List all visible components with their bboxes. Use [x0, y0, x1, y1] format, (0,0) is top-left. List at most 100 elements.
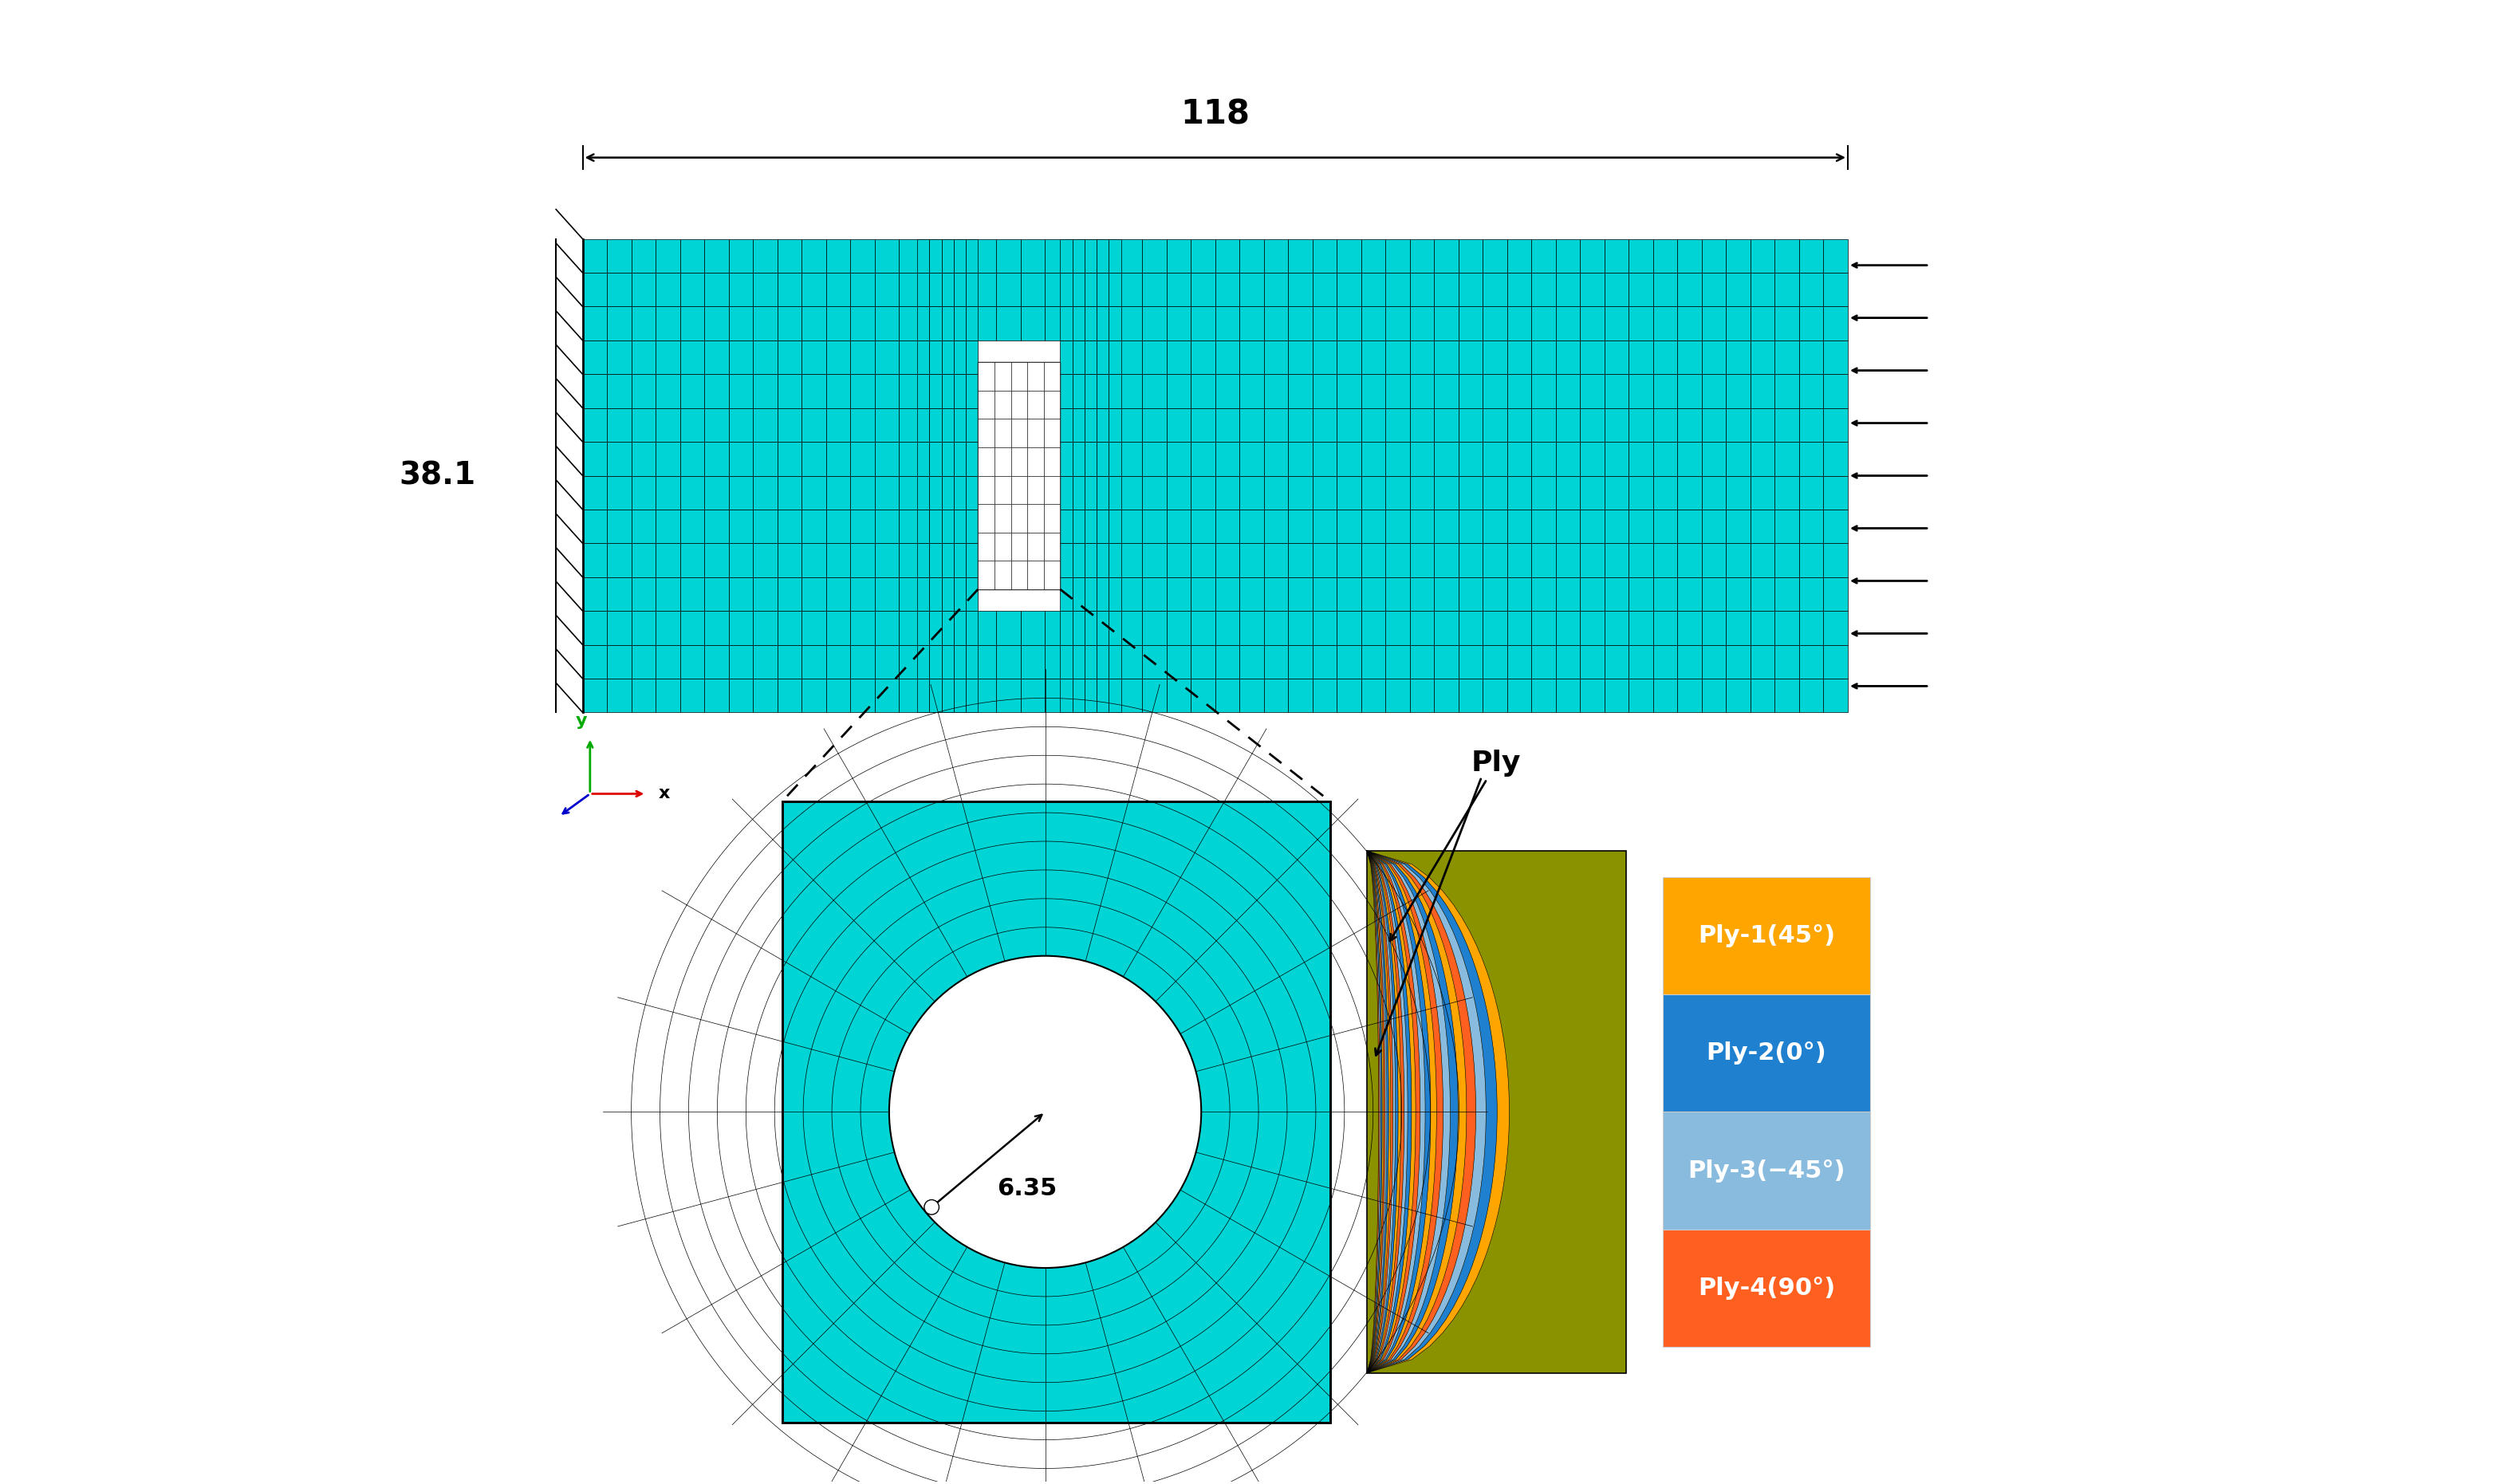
Bar: [1483, 442, 1508, 476]
Bar: [996, 678, 1021, 712]
Polygon shape: [1366, 850, 1476, 1373]
Bar: [1071, 543, 1084, 577]
Bar: [946, 476, 971, 509]
Bar: [916, 644, 929, 678]
Bar: [1191, 307, 1216, 340]
Polygon shape: [1366, 850, 1411, 1373]
Bar: [827, 374, 851, 408]
Bar: [1216, 476, 1239, 509]
Bar: [827, 611, 851, 644]
Bar: [1263, 273, 1288, 307]
Bar: [1263, 374, 1288, 408]
Bar: [1336, 340, 1361, 374]
Bar: [1071, 476, 1084, 509]
Bar: [1433, 273, 1458, 307]
Bar: [1433, 678, 1458, 712]
Bar: [1725, 644, 1750, 678]
Bar: [1433, 644, 1458, 678]
Bar: [1288, 307, 1313, 340]
Bar: [874, 340, 899, 374]
Bar: [1109, 442, 1121, 476]
Bar: [971, 273, 996, 307]
Bar: [1044, 362, 1061, 390]
Bar: [1313, 577, 1336, 611]
Bar: [1386, 509, 1411, 543]
Bar: [1069, 239, 1094, 273]
Circle shape: [889, 956, 1201, 1267]
Bar: [1011, 533, 1026, 561]
Bar: [1458, 644, 1483, 678]
Bar: [632, 509, 657, 543]
Bar: [777, 408, 802, 442]
Bar: [941, 577, 954, 611]
Bar: [1411, 442, 1433, 476]
Bar: [929, 340, 941, 374]
Bar: [954, 340, 966, 374]
Bar: [1313, 239, 1336, 273]
Bar: [1313, 611, 1336, 644]
Bar: [1109, 644, 1121, 678]
Bar: [1191, 509, 1216, 543]
Bar: [1703, 239, 1725, 273]
Bar: [657, 509, 679, 543]
Bar: [971, 239, 996, 273]
Bar: [941, 239, 954, 273]
Bar: [1458, 374, 1483, 408]
Bar: [1239, 509, 1263, 543]
Bar: [1508, 374, 1531, 408]
Bar: [1800, 273, 1823, 307]
Bar: [1775, 611, 1800, 644]
Bar: [607, 577, 632, 611]
Bar: [1725, 543, 1750, 577]
Bar: [874, 678, 899, 712]
Bar: [582, 340, 607, 374]
Bar: [899, 543, 924, 577]
Bar: [827, 644, 851, 678]
Bar: [1119, 442, 1141, 476]
Bar: [704, 678, 729, 712]
Bar: [954, 374, 966, 408]
Bar: [966, 577, 979, 611]
Bar: [1433, 239, 1458, 273]
Bar: [679, 543, 704, 577]
Bar: [1119, 408, 1141, 442]
Bar: [657, 374, 679, 408]
Bar: [1750, 408, 1775, 442]
Bar: [704, 239, 729, 273]
Bar: [1703, 611, 1725, 644]
Bar: [679, 408, 704, 442]
Bar: [1628, 543, 1653, 577]
Bar: [1288, 340, 1313, 374]
Bar: [1191, 476, 1216, 509]
Bar: [1750, 239, 1775, 273]
Bar: [1071, 374, 1084, 408]
Bar: [1119, 476, 1141, 509]
Bar: [929, 476, 941, 509]
Bar: [1581, 239, 1606, 273]
Bar: [1725, 273, 1750, 307]
Bar: [966, 374, 979, 408]
Bar: [1725, 611, 1750, 644]
Bar: [1703, 408, 1725, 442]
Bar: [1191, 543, 1216, 577]
Bar: [1239, 239, 1263, 273]
Bar: [1094, 543, 1119, 577]
Bar: [1775, 307, 1800, 340]
Bar: [1096, 678, 1109, 712]
Bar: [851, 442, 874, 476]
Bar: [966, 307, 979, 340]
Bar: [1044, 611, 1069, 644]
Bar: [827, 340, 851, 374]
Bar: [1109, 577, 1121, 611]
Text: Ply-4(90°): Ply-4(90°): [1698, 1276, 1835, 1300]
Bar: [1061, 374, 1071, 408]
Bar: [1458, 577, 1483, 611]
Bar: [1775, 408, 1800, 442]
Bar: [1775, 273, 1800, 307]
Bar: [607, 543, 632, 577]
Bar: [851, 577, 874, 611]
Bar: [1119, 273, 1141, 307]
Bar: [1288, 509, 1313, 543]
Bar: [946, 543, 971, 577]
Bar: [924, 239, 946, 273]
